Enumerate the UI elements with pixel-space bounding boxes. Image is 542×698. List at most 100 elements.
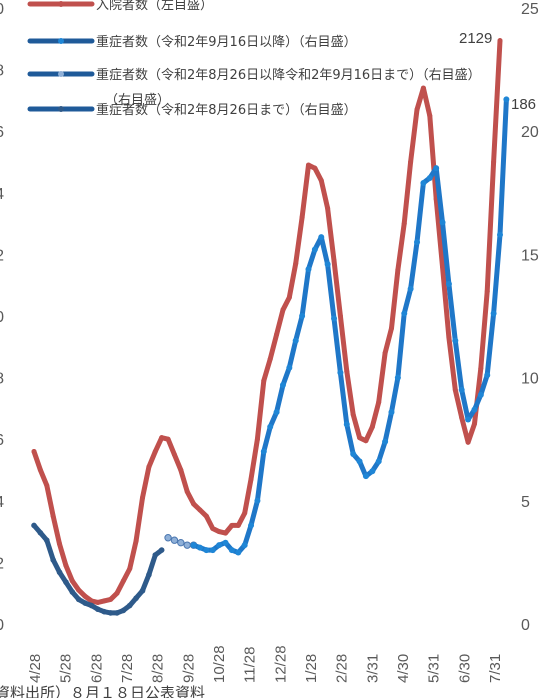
legend-swatch-marker: [58, 71, 64, 77]
data-point: [140, 495, 146, 501]
data-point: [82, 600, 88, 606]
data-point: [375, 458, 382, 465]
data-point: [394, 374, 401, 381]
data-point: [248, 476, 254, 482]
data-point: [203, 513, 209, 519]
data-point: [382, 350, 388, 356]
left-tick-label: 18: [0, 63, 4, 80]
data-point: [254, 497, 261, 504]
data-point: [209, 547, 216, 554]
data-point: [433, 165, 440, 172]
left-tick-label: 20: [0, 1, 4, 18]
data-point: [37, 530, 44, 536]
data-point: [126, 602, 133, 609]
data-point: [407, 285, 414, 292]
data-point: [465, 416, 472, 423]
data-point: [369, 424, 375, 430]
data-point: [139, 587, 146, 594]
left-tick-label: 10: [0, 309, 4, 326]
data-point: [177, 538, 185, 547]
legend-label-overflow: （右目盛）: [105, 93, 170, 108]
left-tick-label: 14: [0, 186, 4, 203]
x-tick-label: 4/28: [27, 654, 44, 683]
source-note: 資料出所）８月１８日公表資料: [0, 684, 205, 698]
data-point: [446, 335, 452, 341]
right-tick-label: 10: [521, 371, 539, 388]
data-point: [420, 179, 427, 186]
data-point: [127, 566, 133, 572]
series-0: [31, 38, 503, 605]
data-point: [196, 544, 203, 551]
data-point: [440, 264, 446, 270]
data-point: [490, 310, 497, 317]
data-point: [426, 175, 433, 182]
data-point: [331, 315, 338, 322]
left-tick-label: 2: [0, 555, 4, 572]
data-point: [445, 280, 452, 287]
data-point: [248, 522, 255, 529]
data-point: [305, 162, 311, 168]
data-point: [337, 313, 343, 319]
data-point: [228, 547, 235, 554]
data-point: [286, 364, 293, 371]
data-point: [159, 435, 165, 441]
axis-ticks: 0 2 4 6 8 10 12 14 16 18 20 0 5 10 15 20 25 4/28 5/28 6/28 7…: [0, 1, 539, 683]
x-tick-label: 12/28: [272, 645, 289, 683]
data-point: [133, 595, 139, 601]
data-point: [171, 452, 177, 458]
data-point: [235, 522, 241, 528]
data-point: [56, 569, 63, 576]
data-point: [458, 386, 465, 393]
x-tick-label: 5/28: [58, 654, 75, 683]
data-point: [484, 372, 491, 379]
data-point: [63, 579, 69, 585]
data-point: [465, 439, 471, 445]
data-point: [292, 337, 299, 344]
x-tick-label: 5/31: [426, 654, 443, 683]
data-point: [50, 513, 56, 519]
data-point: [408, 159, 414, 165]
data-point: [369, 468, 376, 475]
x-tick-label: 3/31: [364, 654, 381, 683]
x-tick-label: 11/28: [242, 647, 259, 683]
data-point: [50, 557, 56, 563]
right-tick-label: 5: [521, 494, 530, 511]
data-point: [318, 234, 325, 241]
data-point: [343, 421, 350, 428]
data-label: 2129: [459, 30, 492, 47]
data-point: [478, 365, 484, 371]
data-point: [101, 598, 107, 604]
data-point: [325, 205, 331, 211]
legend-swatch-marker: [58, 1, 64, 7]
data-point: [216, 542, 223, 549]
data-point: [114, 590, 120, 596]
data-point: [152, 449, 158, 455]
series-layer: [31, 38, 510, 616]
data-point: [165, 436, 171, 442]
data-point: [267, 356, 273, 362]
data-point: [395, 267, 401, 273]
data-point: [414, 239, 421, 246]
legend: 入院者数（左目盛） 重症者数（令和2年9月16日以降）（右目盛） 重症者数（令和2年…: [27, 0, 481, 118]
data-point: [356, 458, 363, 465]
data-point: [497, 38, 503, 44]
data-point: [88, 598, 94, 604]
x-tick-label: 8/28: [150, 654, 167, 683]
legend-label: 入院者数（左目盛）: [96, 0, 213, 13]
data-point: [363, 438, 369, 444]
x-tick-label: 4/30: [395, 654, 412, 683]
data-point: [344, 368, 350, 374]
data-point: [95, 606, 101, 613]
data-point: [69, 589, 76, 595]
data-point: [273, 409, 280, 416]
data-point: [197, 507, 203, 513]
data-point: [114, 610, 120, 616]
data-point: [324, 261, 331, 268]
series-1: [190, 96, 510, 556]
data-point: [503, 96, 510, 103]
data-point: [254, 436, 260, 442]
data-point: [216, 529, 222, 535]
data-point: [69, 578, 75, 584]
data-point: [120, 607, 127, 614]
data-point: [452, 337, 459, 344]
